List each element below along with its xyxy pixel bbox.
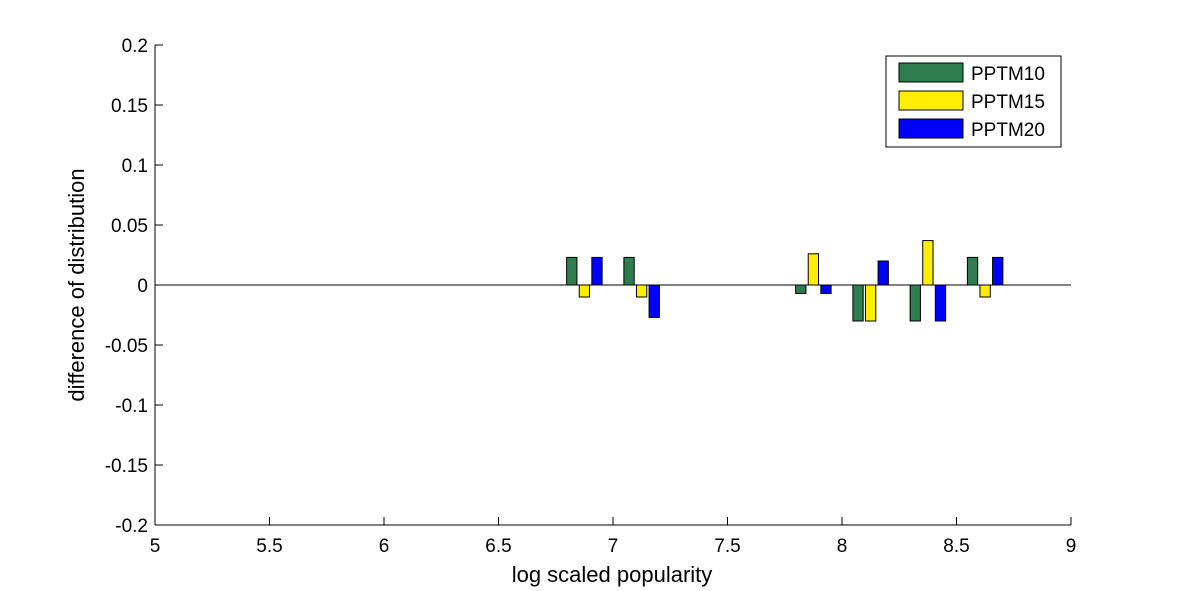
legend-swatch-pptm15 <box>898 90 964 111</box>
y-tick-label: -0.1 <box>115 396 148 417</box>
bar-pptm20-2 <box>820 284 832 294</box>
legend-label-pptm20: PPTM20 <box>971 120 1045 141</box>
bar-pptm10-3 <box>852 284 864 322</box>
y-tick-label: 0.05 <box>111 216 148 237</box>
bar-pptm10-1 <box>623 256 635 286</box>
legend-swatch-pptm20 <box>898 118 964 139</box>
x-axis-label: log scaled popularity <box>512 562 713 587</box>
y-tick-label: 0.15 <box>111 96 148 117</box>
x-tick-label: 7.5 <box>714 536 740 557</box>
legend-label-pptm10: PPTM10 <box>971 64 1045 85</box>
bar-pptm15-1 <box>635 284 648 298</box>
x-tick-label: 6 <box>379 536 390 557</box>
bar-pptm20-4 <box>934 284 947 322</box>
y-tick-label: 0.1 <box>122 156 148 177</box>
x-tick-label: 9 <box>1066 536 1077 557</box>
x-tick-label: 5.5 <box>256 536 282 557</box>
bar-pptm15-0 <box>578 284 591 298</box>
bar-pptm10-2 <box>795 284 807 294</box>
x-tick-label: 8 <box>837 536 848 557</box>
bar-pptm15-4 <box>922 240 934 286</box>
bar-pptm10-5 <box>966 256 979 286</box>
legend-label-pptm15: PPTM15 <box>971 92 1045 113</box>
y-tick-label: -0.2 <box>115 516 148 537</box>
y-tick-label: -0.05 <box>105 336 148 357</box>
x-tick-label: 5 <box>150 536 161 557</box>
bar-pptm15-2 <box>807 253 820 286</box>
bars <box>566 240 1004 322</box>
x-tick-label: 8.5 <box>943 536 969 557</box>
legend-swatch-pptm10 <box>898 62 964 83</box>
y-axis-label: difference of distribution <box>64 168 89 401</box>
bar-pptm15-5 <box>979 284 991 298</box>
y-tick-label: 0 <box>137 276 148 297</box>
bar-pptm20-5 <box>992 256 1004 286</box>
legend: PPTM10 PPTM15 PPTM20 <box>885 55 1062 148</box>
bar-pptm20-3 <box>877 260 889 286</box>
ticks: 5 5.5 6 6.5 7 7.5 8 8.5 9 0.2 0.15 0.1 0.05 0 -0.05 -0.… <box>105 36 1077 557</box>
y-tick-label: 0.2 <box>122 36 148 57</box>
bar-pptm10-4 <box>909 284 921 322</box>
y-tick-label: -0.15 <box>105 456 148 477</box>
bar-pptm10-0 <box>566 256 578 286</box>
bar-pptm15-3 <box>864 284 877 322</box>
bar-pptm20-1 <box>648 284 660 318</box>
bar-pptm20-0 <box>591 256 603 286</box>
x-tick-label: 6.5 <box>485 536 511 557</box>
x-tick-label: 7 <box>608 536 619 557</box>
